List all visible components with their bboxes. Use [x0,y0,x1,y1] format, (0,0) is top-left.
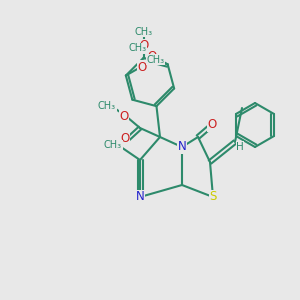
Text: CH₃: CH₃ [147,55,165,64]
Text: O: O [139,39,148,52]
Text: CH₃: CH₃ [134,27,153,37]
Text: CH₃: CH₃ [98,101,116,111]
Text: H: H [236,142,244,152]
Text: O: O [137,61,146,74]
Text: N: N [136,190,144,203]
Text: O: O [207,118,217,131]
Text: O: O [120,133,130,146]
Text: N: N [178,140,186,154]
Text: O: O [147,50,156,63]
Text: CH₃: CH₃ [129,43,147,53]
Text: CH₃: CH₃ [104,140,122,150]
Text: S: S [209,190,217,203]
Text: O: O [119,110,129,124]
